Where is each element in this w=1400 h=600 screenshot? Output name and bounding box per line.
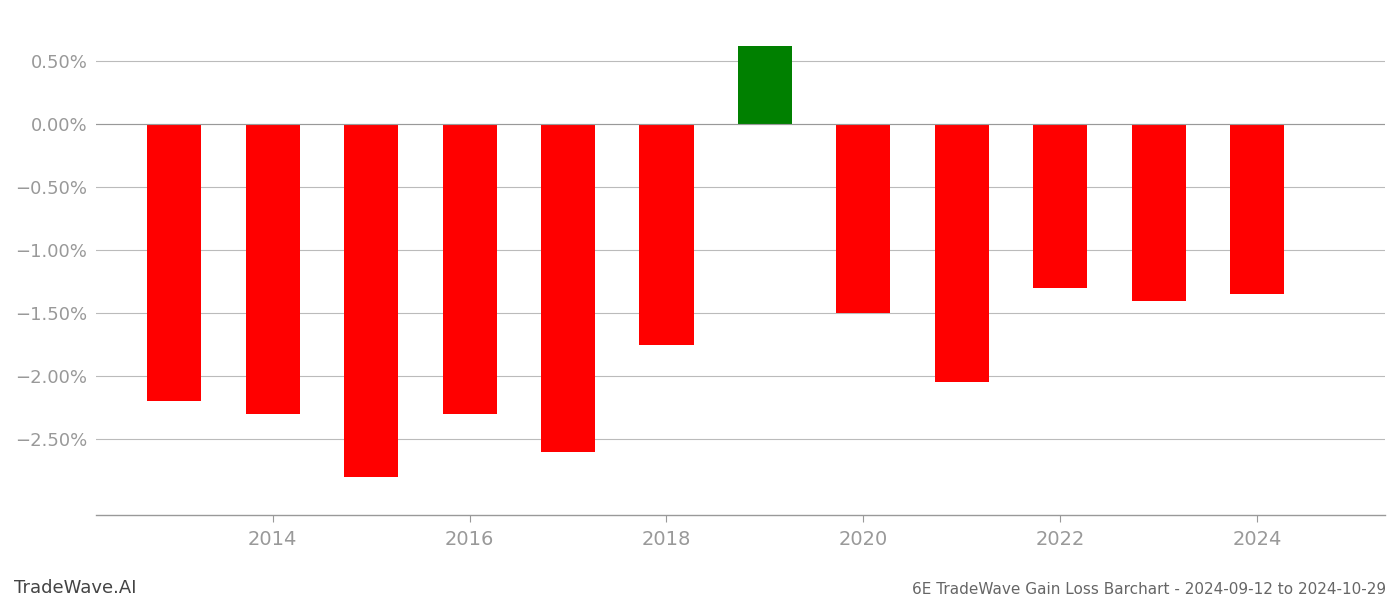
Bar [442, 124, 497, 414]
Bar [147, 124, 202, 401]
Text: 6E TradeWave Gain Loss Barchart - 2024-09-12 to 2024-10-29: 6E TradeWave Gain Loss Barchart - 2024-0… [911, 582, 1386, 597]
Bar [836, 124, 890, 313]
Bar [1131, 124, 1186, 301]
Text: TradeWave.AI: TradeWave.AI [14, 579, 137, 597]
Bar [540, 124, 595, 452]
Bar [1231, 124, 1284, 295]
Bar [344, 124, 398, 477]
Bar [935, 124, 988, 382]
Bar [738, 46, 792, 124]
Bar [640, 124, 693, 344]
Bar [1033, 124, 1088, 288]
Bar [245, 124, 300, 414]
